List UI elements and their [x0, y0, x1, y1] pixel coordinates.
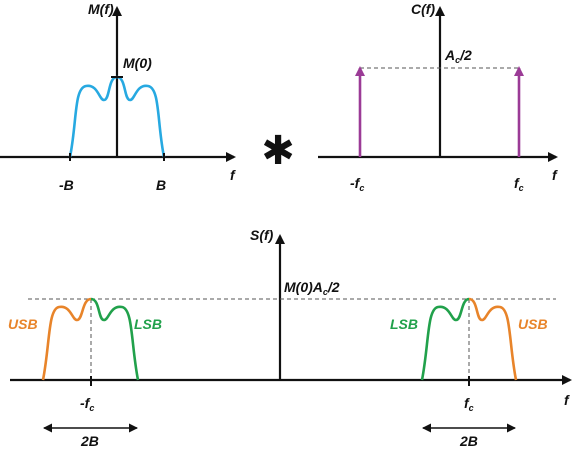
carrier-amplitude-label: Ac/2	[444, 47, 472, 65]
spectrum-level-label: M(0)Ac/2	[284, 279, 340, 297]
lsb-left-curve	[90, 297, 140, 381]
lsb-left-label: LSB	[134, 316, 162, 332]
lsb-right-label: LSB	[390, 316, 418, 332]
tick-pos-sub: c	[519, 183, 524, 193]
message-peak-label: M(0)	[123, 55, 152, 71]
spectrum-x-label: f	[564, 392, 570, 408]
message-panel: M(f) M(0) -B B f	[0, 1, 236, 193]
carrier-panel: C(f) Ac/2 -fc fc f	[318, 1, 558, 193]
amp-tail: /2	[459, 47, 472, 63]
s-tick-neg-sub: c	[89, 403, 94, 413]
level-main: M(0)A	[284, 279, 323, 295]
amp-main: A	[444, 47, 455, 63]
lsb-right-curve	[420, 297, 470, 381]
message-tick-pos-b: B	[156, 177, 166, 193]
bandwidth-label-left: 2B	[80, 433, 99, 449]
carrier-tick-pos-fc: fc	[514, 175, 524, 193]
spectrum-y-label: S(f)	[250, 227, 274, 243]
s-tick-pos-sub: c	[469, 403, 474, 413]
tick-neg-main: -f	[350, 175, 361, 191]
carrier-x-label: f	[552, 167, 558, 183]
spectrum-tick-pos-fc: fc	[464, 395, 474, 413]
usb-left-label: USB	[8, 316, 38, 332]
bandwidth-label-right: 2B	[459, 433, 478, 449]
s-tick-neg-main: -f	[80, 395, 91, 411]
usb-right-curve	[468, 297, 518, 381]
carrier-tick-neg-fc: -fc	[350, 175, 364, 193]
usb-left-curve	[41, 297, 92, 381]
tick-pos-main: f	[514, 175, 520, 191]
spectrum-tick-neg-fc: -fc	[80, 395, 94, 413]
message-x-label: f	[230, 167, 236, 183]
spectrum-panel: S(f) M(0)Ac/2 USB LSB LSB USB -fc fc f 2…	[8, 227, 572, 449]
level-sub: c	[323, 287, 328, 297]
usb-right-label: USB	[518, 316, 548, 332]
s-tick-pos-main: f	[464, 395, 470, 411]
tick-neg-sub: c	[359, 183, 364, 193]
carrier-y-label: C(f)	[411, 1, 435, 17]
message-tick-neg-b: -B	[59, 177, 74, 193]
level-tail: /2	[327, 279, 340, 295]
amp-sub: c	[455, 55, 460, 65]
convolution-operator: ✱	[261, 128, 295, 174]
message-y-label: M(f)	[88, 1, 114, 17]
